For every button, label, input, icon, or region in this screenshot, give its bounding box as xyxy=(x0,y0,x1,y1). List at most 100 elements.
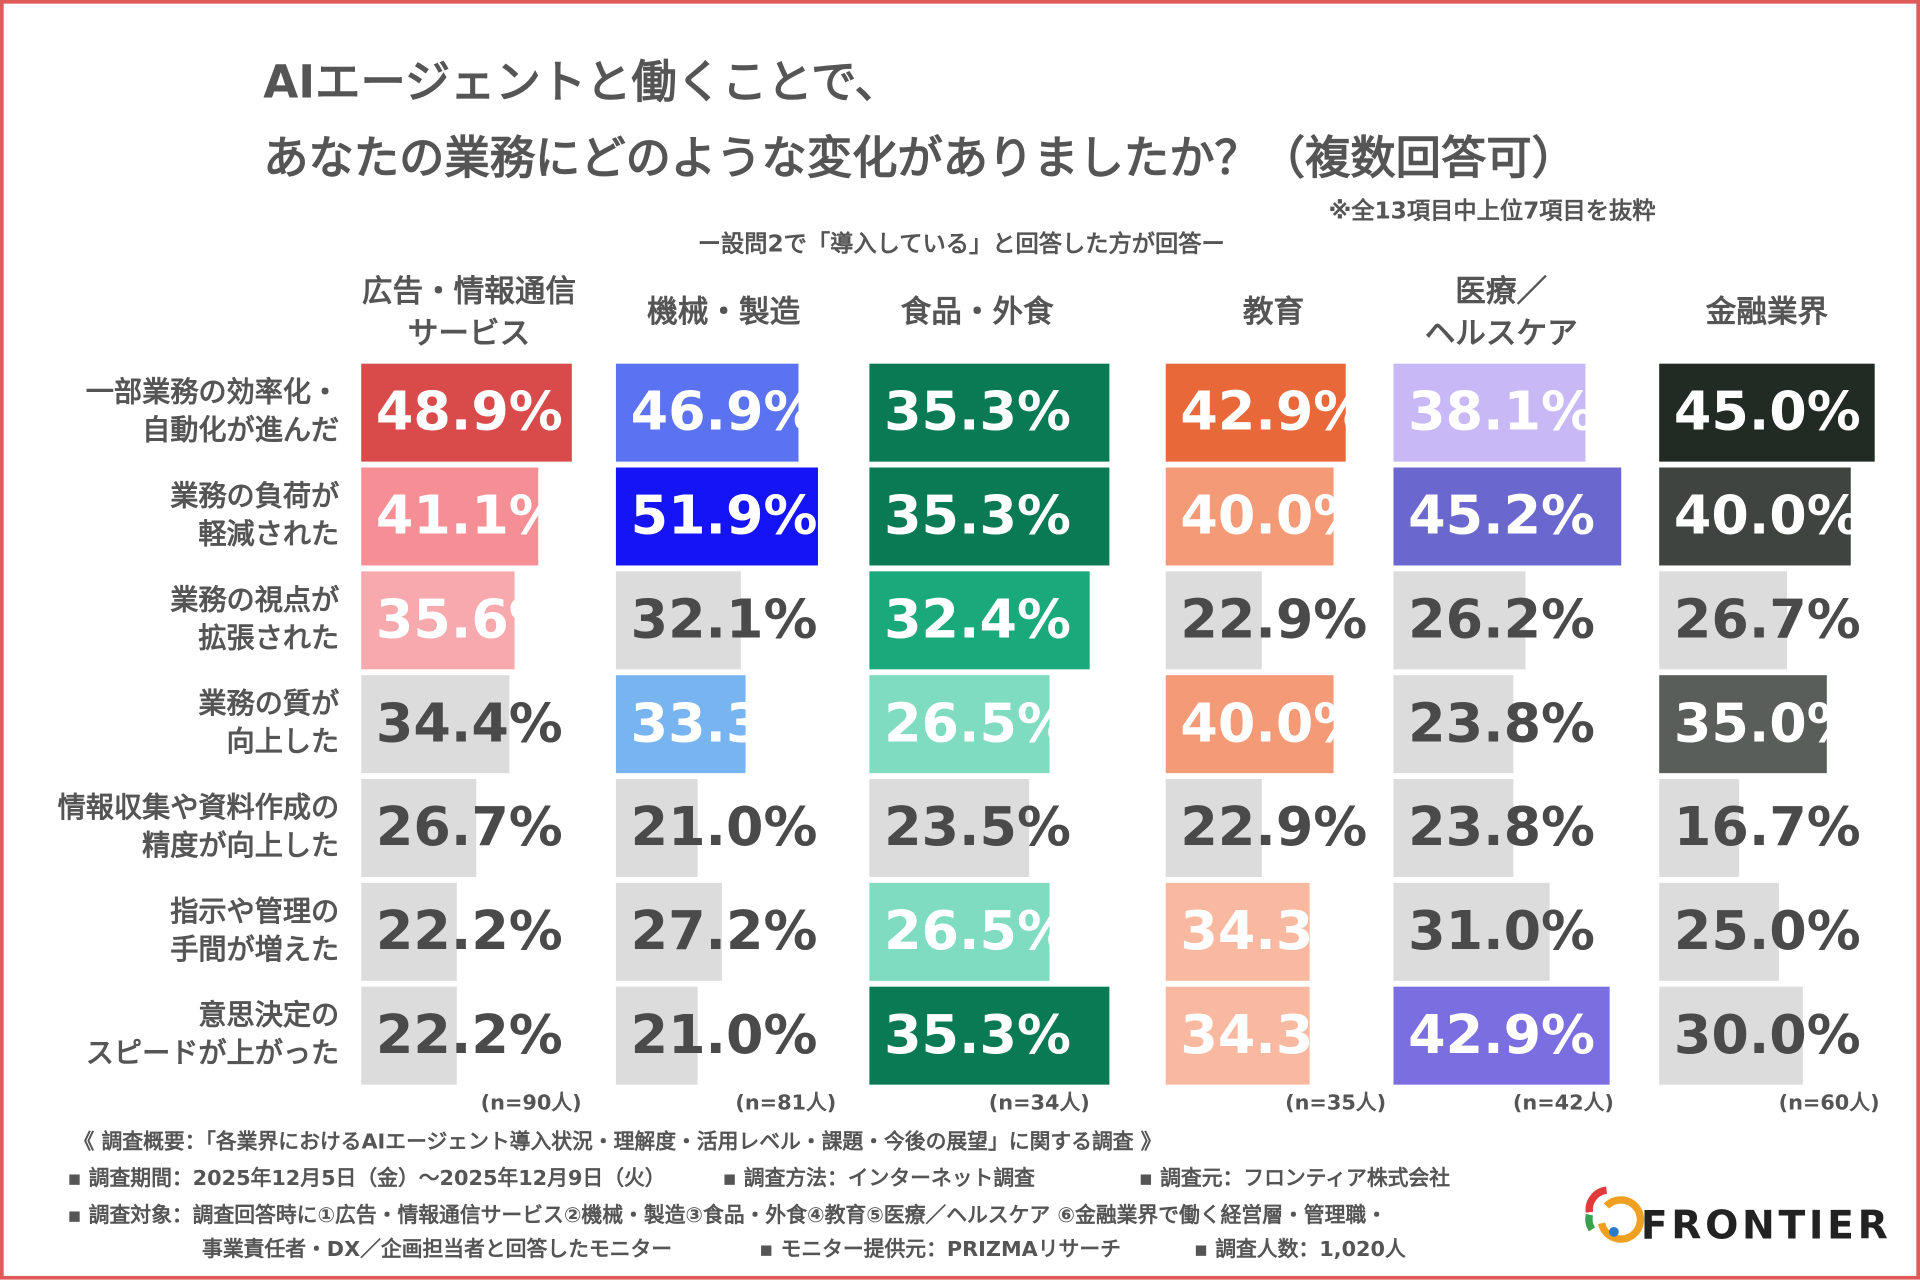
n-label: (n=90人) xyxy=(481,1090,582,1114)
bar xyxy=(1393,675,1514,774)
bar xyxy=(1165,467,1334,566)
bar xyxy=(361,882,457,981)
n-label: (n=60人) xyxy=(1779,1090,1880,1114)
subtitle: ー設問2で「導入している」と回答した方が回答ー xyxy=(698,230,1225,257)
footer-text: ▪ 調査期間：2025年12月5日（金）〜2025年12月9日（火） xyxy=(67,1166,665,1190)
bar xyxy=(1393,986,1610,1085)
value-label: 21.0% xyxy=(631,795,818,858)
n-label: (n=81人) xyxy=(735,1090,836,1114)
bar xyxy=(1659,779,1740,877)
bar xyxy=(615,467,818,566)
value-label: 30.0% xyxy=(1674,1003,1861,1066)
bar xyxy=(615,882,722,981)
bar xyxy=(1165,363,1346,462)
row-label: 指示や管理の手間が増えた xyxy=(170,895,339,966)
logo-icon xyxy=(1585,1186,1645,1243)
value-label: 35.3% xyxy=(884,380,1071,443)
value-label: 21.0% xyxy=(631,1003,818,1066)
bar xyxy=(1393,779,1514,877)
bar xyxy=(361,467,539,566)
value-label: 48.9% xyxy=(376,380,563,443)
value-label: 23.5% xyxy=(884,795,1071,858)
value-label: 41.1% xyxy=(376,484,563,547)
bar xyxy=(1659,882,1779,981)
value-label: 26.7% xyxy=(376,795,563,858)
panel-header: 広告・情報通信サービス xyxy=(362,274,576,351)
bar xyxy=(1659,986,1803,1085)
bar xyxy=(869,571,1090,670)
note: ※全13項目中上位7項目を抜粋 xyxy=(1329,197,1656,224)
value-label: 26.5% xyxy=(884,691,1071,754)
logo: FRONTIER xyxy=(1641,1204,1892,1249)
value-label: 26.7% xyxy=(1674,587,1861,650)
value-label: 31.0% xyxy=(1408,899,1595,962)
value-label: 22.9% xyxy=(1180,587,1367,650)
value-label: 42.9% xyxy=(1180,380,1367,443)
bar xyxy=(615,986,698,1085)
value-label: 34.4% xyxy=(376,691,563,754)
bar xyxy=(1165,675,1334,774)
bar xyxy=(615,779,698,877)
bar xyxy=(615,363,799,462)
bar xyxy=(1659,675,1827,774)
bar xyxy=(361,363,572,462)
bar xyxy=(869,882,1050,981)
footer-text: ▪ 調査元：フロンティア株式会社 xyxy=(1139,1166,1450,1190)
row-label: 業務の視点が拡張された xyxy=(170,583,340,654)
value-label: 32.4% xyxy=(884,587,1071,650)
value-label: 34.3% xyxy=(1180,1003,1367,1066)
bar xyxy=(1165,986,1310,1085)
bar xyxy=(1393,571,1526,670)
panel-header: 医療／ヘルスケア xyxy=(1425,274,1578,351)
row-label: 一部業務の効率化・自動化が進んだ xyxy=(86,376,339,447)
panel-header: 教育 xyxy=(1243,294,1304,330)
value-label: 16.7% xyxy=(1674,795,1861,858)
bar xyxy=(1165,779,1262,877)
panel-header: 金融業界 xyxy=(1705,294,1829,330)
value-label: 23.8% xyxy=(1408,795,1595,858)
value-label: 25.0% xyxy=(1674,899,1861,962)
bar xyxy=(869,986,1110,1085)
n-label: (n=34人) xyxy=(989,1090,1090,1114)
bar xyxy=(1659,571,1788,670)
bar xyxy=(869,467,1110,566)
value-label: 26.5% xyxy=(884,899,1071,962)
bar xyxy=(361,571,515,670)
value-label: 27.2% xyxy=(631,899,818,962)
value-label: 35.3% xyxy=(884,484,1071,547)
value-label: 23.8% xyxy=(1408,691,1595,754)
footer-text: ▪ モニター提供元：PRIZMAリサーチ xyxy=(759,1237,1121,1261)
panel-header: 食品・外食 xyxy=(901,294,1054,330)
bar xyxy=(361,675,510,774)
value-label: 33.3% xyxy=(631,691,818,754)
bar xyxy=(1165,571,1262,670)
panel-header: 機械・製造 xyxy=(647,295,800,330)
value-label: 45.0% xyxy=(1674,380,1861,443)
bar xyxy=(869,363,1110,462)
row-label: 業務の負荷が軽減された xyxy=(170,480,340,551)
value-label: 40.0% xyxy=(1674,484,1861,547)
row-label: 業務の質が向上した xyxy=(198,687,340,758)
bar xyxy=(615,571,741,670)
value-label: 46.9% xyxy=(631,380,818,443)
footer-text: ▪ 調査人数：1,020人 xyxy=(1194,1237,1406,1261)
value-label: 35.0% xyxy=(1674,691,1861,754)
value-label: 38.1% xyxy=(1408,380,1595,443)
value-label: 51.9% xyxy=(631,484,818,547)
bar xyxy=(1393,882,1550,981)
value-label: 35.6% xyxy=(376,587,563,650)
value-label: 22.2% xyxy=(376,1003,563,1066)
bar xyxy=(1659,467,1851,566)
bar xyxy=(1393,363,1586,462)
value-label: 26.2% xyxy=(1408,587,1595,650)
footer-text: ▪ 調査方法：インターネット調査 xyxy=(722,1166,1035,1190)
bar xyxy=(615,675,746,774)
bar xyxy=(1659,363,1875,462)
value-label: 22.9% xyxy=(1180,795,1367,858)
n-label: (n=42人) xyxy=(1513,1090,1614,1114)
value-label: 34.3% xyxy=(1180,899,1367,962)
value-label: 35.3% xyxy=(884,1003,1071,1066)
value-label: 22.2% xyxy=(376,899,563,962)
